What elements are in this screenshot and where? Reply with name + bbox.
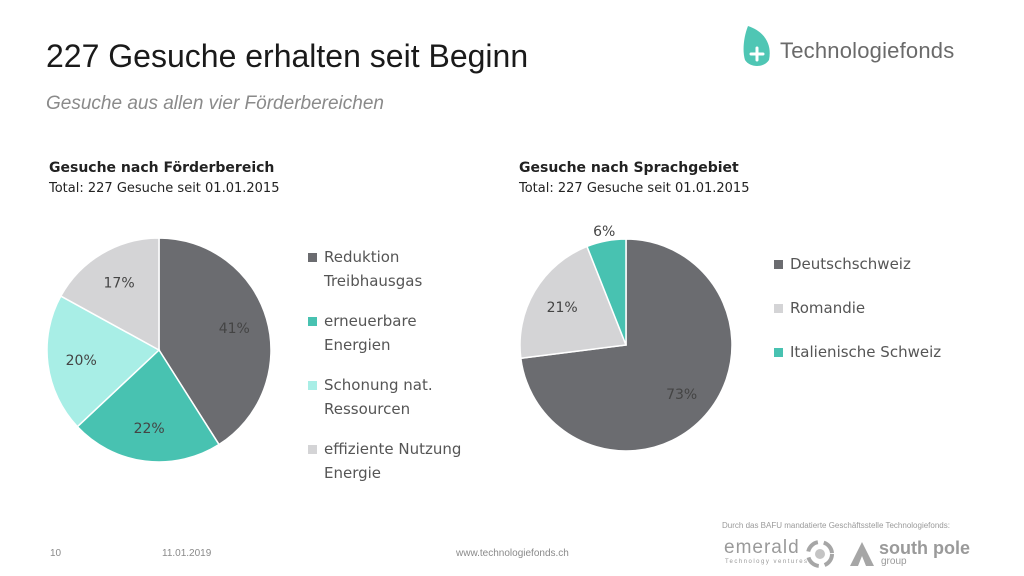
pie-slice-label-2: 22% xyxy=(134,421,165,437)
south-pole-mountain-icon xyxy=(850,542,874,566)
page-number: 10 xyxy=(50,548,62,559)
pie-slice-label-2: 21% xyxy=(547,300,578,316)
footer-url[interactable]: www.technologiefonds.ch xyxy=(456,548,569,559)
chart-1-header: Gesuche nach Förderbereich Total: 227 Ge… xyxy=(49,160,279,196)
legend-label: Romandie xyxy=(790,299,866,317)
legend-label: Italienische Schweiz xyxy=(790,343,942,361)
legend-item-4: effiziente Nutzung Energie xyxy=(308,437,461,485)
legend-swatch xyxy=(308,317,317,326)
legend-sprachgebiet: Deutschschweiz Romandie Italienische Schwe… xyxy=(774,252,941,384)
pie-chart-sprachgebiet: 73% 21% 6% xyxy=(519,224,733,452)
pie-slice-2 xyxy=(76,348,221,463)
pie-slice-label-4: 17% xyxy=(104,276,135,292)
sponsor-note: Durch das BAFU mandatierte Geschäftsstel… xyxy=(722,521,950,530)
legend-item-2: Romandie xyxy=(774,296,941,320)
chart-2-subtitle: Total: 227 Gesuche seit 01.01.2015 xyxy=(519,181,750,196)
legend-item-1: Deutschschweiz xyxy=(774,252,941,276)
legend-item-1: Reduktion Treibhausgas xyxy=(308,245,461,293)
pie-slice-label-3: 20% xyxy=(66,353,97,369)
legend-foerderbereich: Reduktion Treibhausgas erneuerbare Energien… xyxy=(308,245,461,501)
south-pole-logo-text: south pole xyxy=(879,538,970,558)
legend-label: Reduktion Treibhausgas xyxy=(324,248,423,290)
legend-swatch xyxy=(308,253,317,262)
south-pole-logo-subtext: group xyxy=(881,556,907,567)
emerald-logo-subtext: Technology ventures xyxy=(725,559,809,565)
legend-label: effiziente Nutzung Energie xyxy=(324,440,462,482)
legend-item-3: Italienische Schweiz xyxy=(774,340,941,364)
footer-date: 11.01.2019 xyxy=(162,548,212,559)
pie-slice-2 xyxy=(519,245,628,360)
legend-item-2: erneuerbare Energien xyxy=(308,309,461,357)
pie-slice-3 xyxy=(586,238,627,346)
chart-2-title: Gesuche nach Sprachgebiet xyxy=(519,160,739,176)
legend-item-3: Schonung nat. Ressourcen xyxy=(308,373,461,421)
legend-swatch xyxy=(774,304,783,313)
emerald-swirl-icon xyxy=(806,540,834,568)
leaf-plus-icon xyxy=(743,26,770,66)
technologiefonds-logo: Technologiefonds xyxy=(742,24,982,74)
legend-swatch xyxy=(308,445,317,454)
legend-swatch xyxy=(308,381,317,390)
chart-2-header: Gesuche nach Sprachgebiet Total: 227 Ges… xyxy=(519,160,749,196)
legend-label: erneuerbare Energien xyxy=(324,312,417,354)
pie-chart-foerderbereich: 41% 22% 20% 17% xyxy=(46,237,272,463)
pie-slice-label-1: 41% xyxy=(219,321,250,337)
logo-text: Technologiefonds xyxy=(780,38,955,63)
pie-slice-4 xyxy=(59,237,160,352)
legend-swatch xyxy=(774,260,783,269)
slide-subtitle: Gesuche aus allen vier Förderbereichen xyxy=(46,93,384,114)
pie-slice-3 xyxy=(46,295,161,428)
legend-swatch xyxy=(774,348,783,357)
chart-1-subtitle: Total: 227 Gesuche seit 01.01.2015 xyxy=(49,181,280,196)
emerald-logo-text: emerald xyxy=(724,537,800,558)
pie-slice-label-1: 73% xyxy=(666,387,697,403)
legend-label: Schonung nat. Ressourcen xyxy=(324,376,433,418)
slide-title: 227 Gesuche erhalten seit Beginn xyxy=(46,38,529,74)
legend-label: Deutschschweiz xyxy=(790,255,911,273)
chart-1-title: Gesuche nach Förderbereich xyxy=(49,160,275,176)
pie-slice-label-3: 6% xyxy=(593,224,615,240)
